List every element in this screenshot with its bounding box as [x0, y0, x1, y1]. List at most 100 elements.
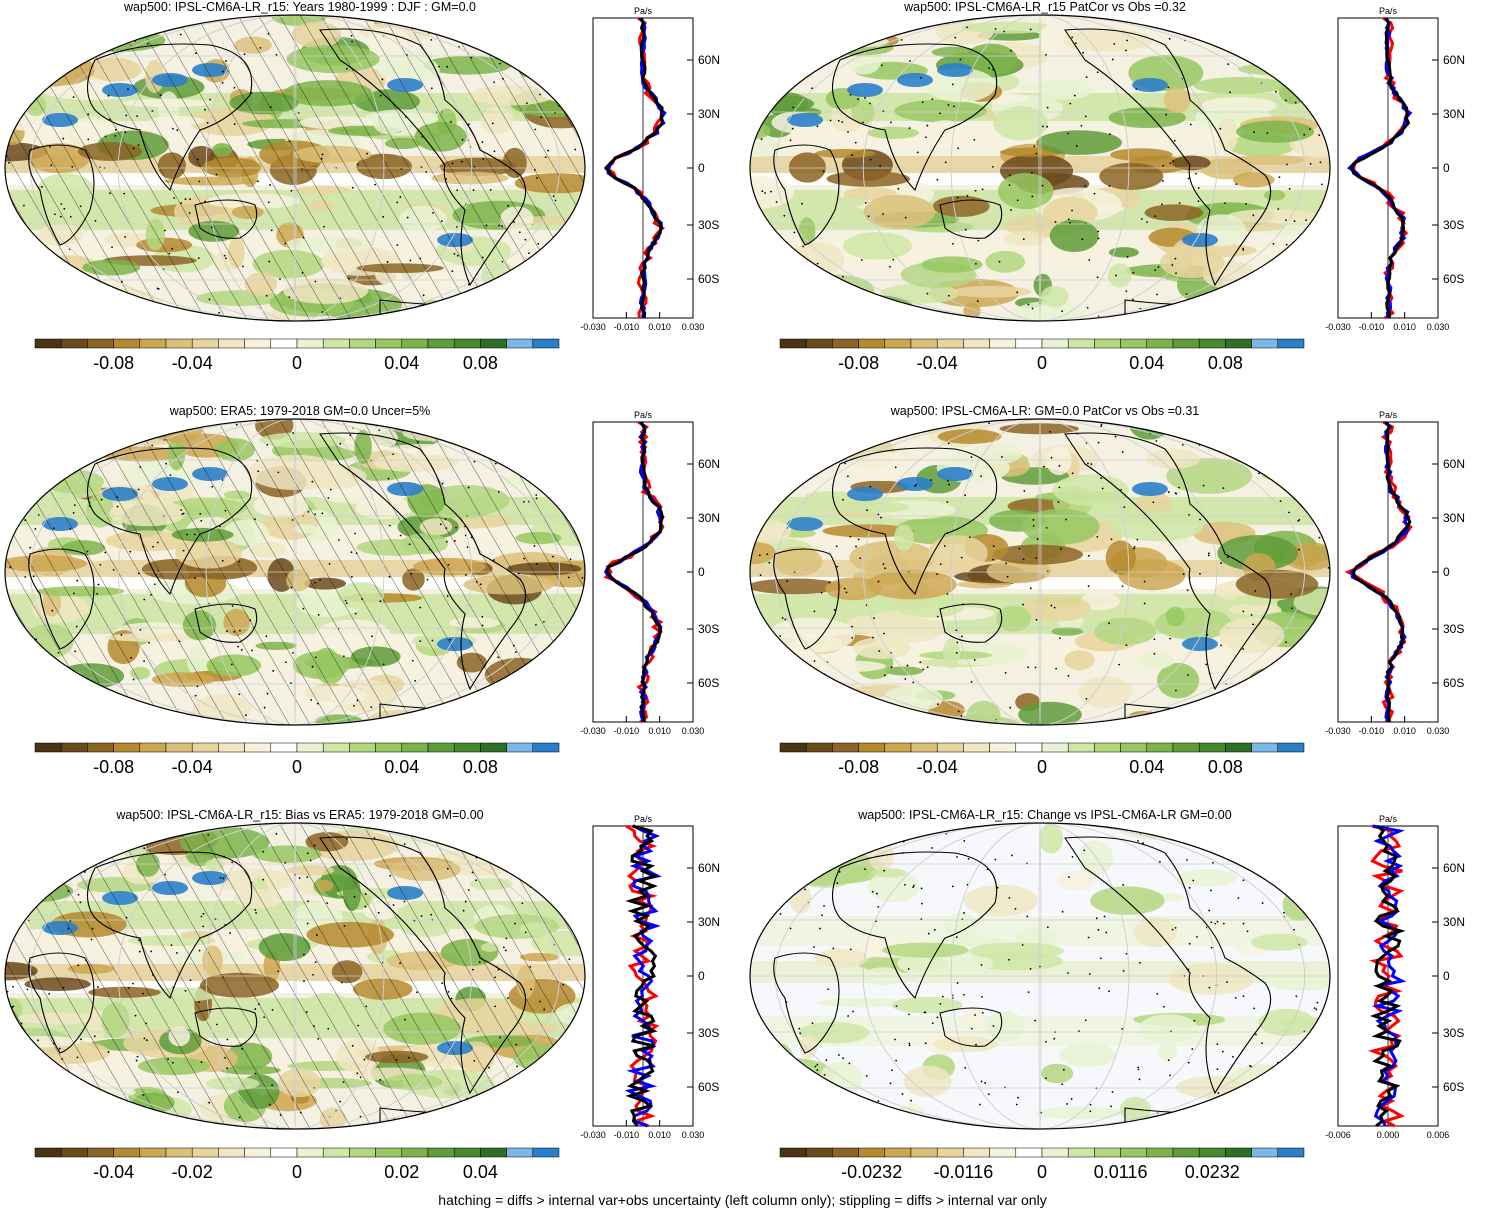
stipple-dot	[910, 1099, 912, 1102]
stipple-dot	[345, 602, 348, 605]
field-blob	[1138, 651, 1175, 670]
stipple-dot	[1087, 462, 1089, 465]
stipple-dot	[189, 198, 191, 201]
stipple-dot	[558, 248, 561, 250]
stipple-dot	[450, 997, 453, 1000]
colorbar-swatch	[296, 1147, 324, 1158]
stipple-dot	[1097, 230, 1100, 233]
stipple-dot	[90, 319, 93, 321]
stipple-dot	[268, 260, 271, 263]
stipple-dot	[856, 25, 859, 27]
stipple-dot	[34, 528, 37, 530]
field-blob	[1193, 77, 1285, 95]
stipple-dot	[1248, 854, 1251, 857]
x-tick-label: -0.030	[580, 322, 606, 332]
stipple-dot	[5, 914, 8, 917]
stipple-dot	[987, 1093, 990, 1096]
stipple-dot	[820, 592, 823, 594]
field-blob	[996, 605, 1031, 632]
stipple-dot	[481, 615, 484, 618]
stipple-dot	[230, 663, 233, 666]
stipple-dot	[77, 893, 80, 896]
field-blob	[1293, 588, 1330, 616]
panel-title: wap500: IPSL-CM6A-LR_r15: Bias vs ERA5: …	[116, 808, 484, 822]
stipple-dot	[580, 1010, 583, 1013]
stipple-dot	[502, 77, 504, 80]
stipple-dot	[254, 1072, 257, 1075]
field-blob	[993, 106, 1049, 141]
stipple-dot	[851, 625, 854, 628]
stipple-dot	[307, 900, 309, 903]
stipple-dot	[313, 844, 316, 847]
colorbar-swatch	[322, 1147, 350, 1158]
stipple-dot	[524, 238, 527, 241]
stipple-dot	[109, 192, 111, 195]
stipple-dot	[414, 312, 417, 315]
stipple-dot	[1252, 623, 1254, 626]
stipple-dot	[1061, 310, 1063, 313]
stipple-dot	[811, 40, 814, 43]
continent-outline	[28, 952, 95, 1054]
stipple-dot	[221, 81, 224, 84]
stipple-dot	[1186, 858, 1188, 861]
zonal-mean-unit: Pa/s	[634, 814, 653, 824]
x-tick-label: 0.010	[648, 1130, 671, 1140]
stipple-dot	[67, 890, 70, 892]
stipple-dot	[149, 707, 152, 710]
lat-tick-label: 60S	[1443, 1080, 1464, 1094]
stipple-dot	[569, 831, 572, 834]
stipple-dot	[348, 277, 350, 280]
stipple-dot	[952, 242, 954, 245]
map-field	[5, 15, 585, 321]
stipple-dot	[877, 1100, 880, 1102]
stipple-dot	[1120, 489, 1122, 491]
stipple-dot	[167, 1058, 169, 1061]
stipple-dot	[430, 87, 433, 90]
stipple-dot	[931, 98, 934, 101]
field-blob	[1174, 710, 1248, 725]
stipple-dot	[1288, 658, 1291, 660]
stipple-dot	[1290, 1103, 1293, 1105]
stipple-dot	[924, 1042, 927, 1045]
stipple-dot	[981, 1011, 984, 1014]
stipple-dot	[38, 712, 41, 715]
field-blob	[1016, 928, 1057, 948]
stipple-dot	[757, 280, 760, 282]
stipple-dot	[9, 650, 12, 653]
panel-change-vs-ensemble: wap500: IPSL-CM6A-LR_r15: Change vs IPSL…	[745, 808, 1485, 1193]
stipple-dot	[1154, 215, 1157, 218]
stipple-dot	[171, 1061, 174, 1064]
field-blob	[571, 221, 585, 231]
stipple-dot	[842, 498, 844, 501]
stipple-dot	[908, 1044, 911, 1047]
stipple-dot	[849, 535, 852, 538]
stipple-dot	[45, 1062, 48, 1065]
stipple-dot	[1207, 554, 1210, 557]
stipple-dot	[1195, 172, 1197, 175]
ascent-patch	[897, 73, 933, 87]
stipple-dot	[381, 78, 384, 81]
stipple-dot	[539, 68, 542, 70]
stipple-dot	[534, 128, 537, 131]
stipple-dot	[1186, 673, 1189, 676]
stipple-dot	[838, 1054, 840, 1056]
field-blob	[750, 884, 771, 910]
stipple-dot	[449, 638, 452, 641]
stipple-dot	[1235, 183, 1238, 186]
stipple-dot	[939, 563, 942, 566]
stipple-dot	[137, 144, 140, 147]
stipple-dot	[512, 644, 515, 647]
stipple-dot	[795, 318, 798, 321]
continent-outline	[831, 851, 998, 1000]
stipple-dot	[1208, 986, 1211, 989]
stipple-dot	[1327, 566, 1330, 569]
stipple-dot	[936, 573, 939, 576]
colorbar-swatch	[401, 1147, 429, 1158]
stipple-dot	[1328, 96, 1330, 99]
stipple-dot	[456, 305, 459, 308]
stipple-dot	[552, 555, 554, 558]
stipple-dot	[772, 244, 775, 247]
zonal-mean-unit: Pa/s	[1379, 410, 1398, 420]
lat-tick-label: 60N	[698, 457, 720, 471]
stipple-dot	[988, 422, 990, 425]
